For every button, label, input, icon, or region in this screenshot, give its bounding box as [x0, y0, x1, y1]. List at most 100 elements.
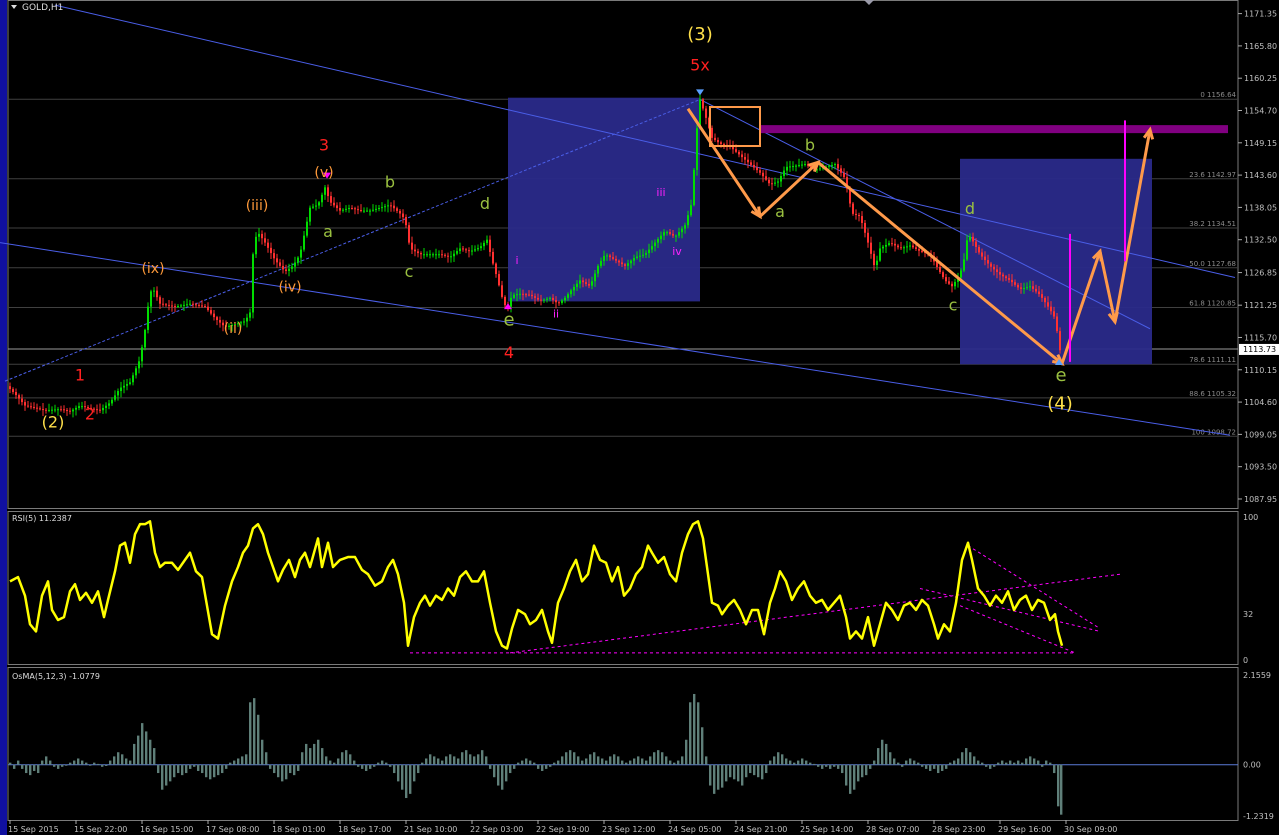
candle-body	[480, 246, 482, 249]
candle-body	[1053, 311, 1055, 317]
osma-bar	[69, 762, 72, 765]
candle-body	[612, 257, 614, 259]
candle-body	[402, 213, 404, 218]
candle-body	[678, 232, 680, 236]
osma-bar	[1017, 760, 1020, 765]
candle-body	[324, 187, 326, 195]
symbol-selector[interactable]: GOLD,H1	[11, 3, 63, 13]
candle-body	[756, 167, 758, 171]
candle-body	[972, 236, 974, 242]
candle-body	[165, 304, 167, 306]
arrowhead-icon	[750, 206, 762, 220]
candle-body	[813, 167, 815, 170]
osma-bar	[717, 764, 720, 790]
osma-bar	[185, 764, 188, 774]
osma-bar	[825, 764, 828, 767]
price-tick-label: 1087.95	[1244, 495, 1277, 504]
osma-bar	[381, 760, 384, 765]
candle-body	[1023, 288, 1025, 290]
time-tick-label: 22 Sep 03:00	[470, 825, 523, 834]
candle-body	[912, 245, 914, 248]
symbol-title: GOLD,H1	[22, 3, 63, 13]
candle-body	[558, 302, 560, 304]
osma-bar	[1029, 756, 1032, 765]
osma-bar	[205, 764, 208, 778]
candle-body	[798, 165, 800, 167]
candle-body	[186, 304, 188, 306]
candle-body	[858, 214, 860, 217]
arrowhead-icon	[808, 159, 821, 173]
candle-body	[420, 253, 422, 255]
osma-bar	[869, 764, 872, 769]
candle-body	[285, 269, 287, 271]
candle-body	[309, 207, 311, 222]
candle-body	[477, 248, 479, 250]
osma-bar	[285, 764, 288, 780]
osma-bar	[957, 758, 960, 765]
wave-label: 2	[85, 405, 95, 424]
osma-bar	[393, 764, 396, 774]
time-tick-label: 28 Sep 23:00	[932, 825, 985, 834]
time-tick-label: 25 Sep 14:00	[800, 825, 853, 834]
wave-label: 5x	[690, 55, 710, 74]
osma-bar	[989, 764, 992, 769]
chevron-down-icon[interactable]	[11, 5, 17, 9]
osma-bar	[221, 764, 224, 774]
up-arrow-icon	[1055, 359, 1063, 366]
osma-bar	[577, 756, 580, 765]
candle-body	[999, 272, 1001, 275]
candle-body	[918, 249, 920, 251]
osma-bar	[929, 764, 932, 771]
wave-label: iii	[656, 186, 665, 199]
osma-bar	[697, 702, 700, 765]
osma-bar	[497, 764, 500, 786]
osma-bar	[117, 752, 120, 765]
osma-bar	[369, 764, 372, 769]
osma-bar	[229, 762, 232, 765]
osma-bar	[949, 762, 952, 765]
time-tick-label: 18 Sep 01:00	[272, 825, 325, 834]
candle-body	[945, 277, 947, 282]
osma-bar	[357, 764, 360, 767]
candle-body	[660, 235, 662, 240]
scroll-marker-icon[interactable]	[864, 0, 874, 5]
candle-body	[42, 409, 44, 411]
candle-body	[1017, 284, 1019, 288]
candle-body	[432, 254, 434, 256]
candle-body	[312, 206, 314, 208]
price-tick-label: 1138.05	[1244, 203, 1277, 212]
candle-body	[459, 248, 461, 252]
wave-label: e	[503, 309, 514, 330]
osma-bar	[1001, 760, 1004, 765]
osma-bar	[897, 762, 900, 765]
time-tick-label: 15 Sep 2015	[8, 825, 59, 834]
osma-bar	[617, 756, 620, 765]
osma-bar	[757, 764, 760, 778]
candle-body	[783, 170, 785, 177]
osma-bar	[325, 756, 328, 765]
osma-bar	[661, 752, 664, 765]
candle-body	[657, 239, 659, 243]
candle-body	[810, 165, 812, 168]
candle-body	[114, 395, 116, 400]
osma-bar	[365, 764, 368, 771]
osma-bar	[817, 764, 820, 767]
osma-bar	[961, 752, 964, 765]
osma-bar	[601, 758, 604, 765]
osma-bar	[613, 754, 616, 765]
candle-body	[372, 209, 374, 211]
candle-body	[213, 313, 215, 318]
candle-body	[600, 260, 602, 266]
candle-body	[903, 247, 905, 249]
candle-body	[543, 299, 545, 301]
candle-body	[510, 297, 512, 307]
osma-bar	[637, 756, 640, 765]
candle-body	[576, 283, 578, 287]
osma-bar	[241, 756, 244, 765]
price-candles	[9, 94, 1061, 418]
osma-bar	[645, 760, 648, 765]
osma-bar	[153, 748, 156, 765]
candle-body	[192, 303, 194, 305]
wave-label: e	[1055, 365, 1066, 386]
